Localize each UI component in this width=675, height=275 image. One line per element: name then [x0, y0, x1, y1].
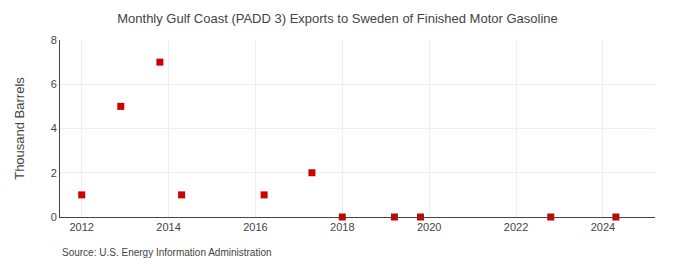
svg-text:2020: 2020 — [417, 221, 441, 233]
svg-text:2016: 2016 — [243, 221, 267, 233]
svg-text:6: 6 — [51, 78, 57, 90]
svg-text:Source: U.S. Energy Informatio: Source: U.S. Energy Information Administ… — [62, 247, 272, 258]
svg-text:2022: 2022 — [504, 221, 528, 233]
svg-text:2012: 2012 — [69, 221, 93, 233]
svg-text:2018: 2018 — [330, 221, 354, 233]
svg-text:0: 0 — [51, 211, 57, 223]
svg-text:2014: 2014 — [156, 221, 180, 233]
svg-text:2: 2 — [51, 167, 57, 179]
svg-text:2024: 2024 — [591, 221, 615, 233]
svg-text:4: 4 — [51, 122, 57, 134]
svg-text:Thousand Barrels: Thousand Barrels — [12, 77, 27, 180]
svg-text:Monthly Gulf Coast (PADD 3) Ex: Monthly Gulf Coast (PADD 3) Exports to S… — [117, 11, 558, 26]
svg-text:8: 8 — [51, 34, 57, 46]
